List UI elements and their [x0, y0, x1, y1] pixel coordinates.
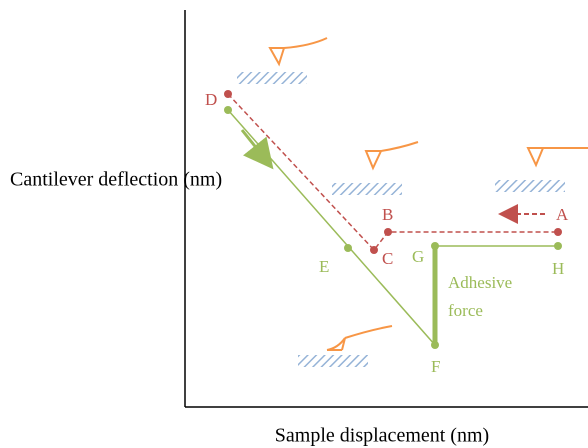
point-label: D	[205, 90, 217, 109]
point-label: B	[382, 205, 393, 224]
diagram: Cantilever deflection (nm) Sample displa…	[0, 0, 588, 448]
annotation: force	[448, 301, 483, 320]
annotation: Adhesive	[448, 273, 512, 292]
sample	[495, 180, 565, 192]
point-label: A	[556, 205, 569, 224]
approach-points	[224, 90, 562, 254]
sample	[298, 355, 368, 367]
point-label: C	[382, 249, 393, 268]
sample	[237, 72, 307, 84]
y-axis-label: Cantilever deflection (nm)	[10, 169, 222, 191]
sample	[332, 183, 402, 195]
point-label: H	[552, 259, 564, 278]
retract-arrow	[242, 130, 266, 160]
point-label: E	[319, 257, 329, 276]
x-axis-label: Sample displacement (nm)	[275, 425, 489, 447]
point-label: F	[431, 357, 440, 376]
approach-curve	[228, 94, 558, 250]
cantilevers	[270, 38, 588, 350]
retract-points	[224, 106, 562, 349]
point-label: G	[412, 247, 424, 266]
